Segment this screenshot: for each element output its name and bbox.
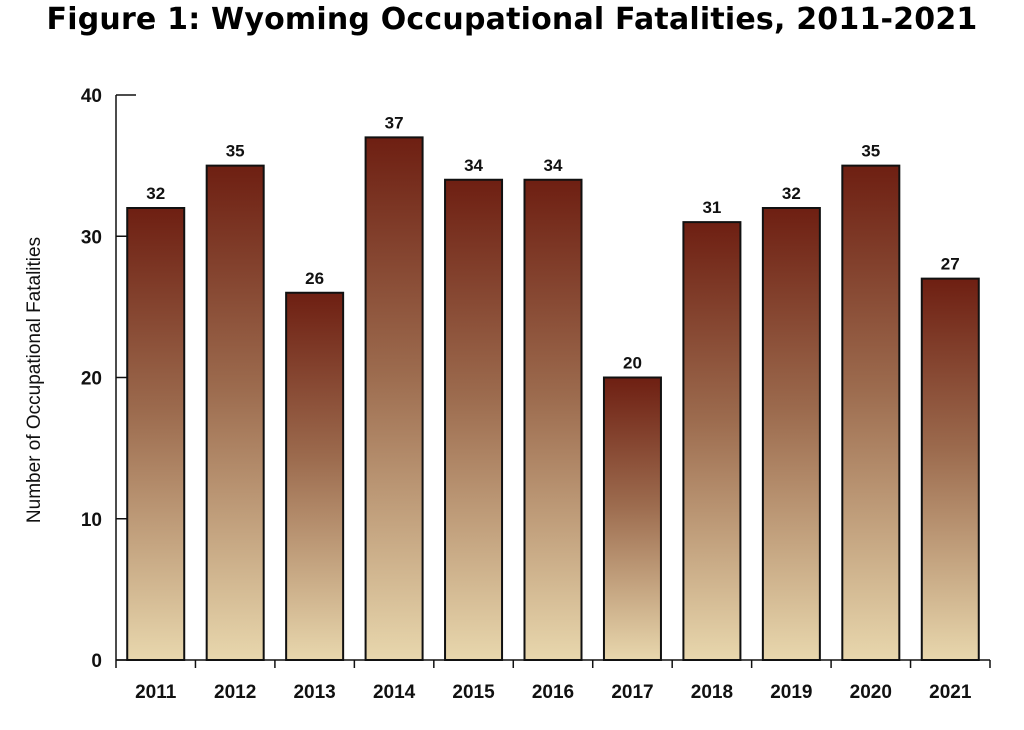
data-label-2015: 34 <box>464 156 483 175</box>
x-tick-label-2021: 2021 <box>929 682 972 703</box>
data-label-2020: 35 <box>861 142 880 161</box>
bar-2012 <box>205 164 265 661</box>
x-tick-label-2018: 2018 <box>691 682 733 703</box>
bar-2021 <box>920 277 980 661</box>
bars: 3220113520122620133720143420153420162020… <box>126 113 980 703</box>
bar-2016 <box>523 178 583 661</box>
x-tick-label-2015: 2015 <box>452 682 495 703</box>
bar-2020 <box>841 164 901 661</box>
data-label-2019: 32 <box>782 184 801 203</box>
y-tick-label: 40 <box>81 86 102 107</box>
y-tick-label: 10 <box>81 510 102 531</box>
data-label-2012: 35 <box>226 142 245 161</box>
bar-2011 <box>126 207 186 661</box>
bar-2013 <box>285 291 345 661</box>
data-label-2011: 32 <box>146 184 165 203</box>
bar-2019 <box>761 207 821 661</box>
data-label-2013: 26 <box>305 269 324 288</box>
y-tick-label: 30 <box>81 227 102 248</box>
chart-title: Figure 1: Wyoming Occupational Fatalitie… <box>46 2 978 37</box>
y-tick-label: 20 <box>81 369 102 390</box>
y-tick-label: 0 <box>91 651 102 672</box>
data-label-2014: 37 <box>385 113 404 132</box>
x-tick-label-2019: 2019 <box>770 682 812 703</box>
y-axis-label: Number of Occupational Fatalities <box>24 237 45 523</box>
x-tick-label-2013: 2013 <box>293 682 335 703</box>
x-tick-label-2011: 2011 <box>135 682 177 703</box>
bar-2015 <box>444 178 504 661</box>
bar-2018 <box>682 221 742 661</box>
data-label-2018: 31 <box>702 198 721 217</box>
x-tick-label-2020: 2020 <box>850 682 892 703</box>
x-tick-label-2012: 2012 <box>214 682 256 703</box>
data-label-2016: 34 <box>544 156 563 175</box>
data-label-2021: 27 <box>941 255 960 274</box>
bar-2014 <box>364 136 424 661</box>
data-label-2017: 20 <box>623 354 642 373</box>
bar-2017 <box>602 376 662 661</box>
x-tick-label-2017: 2017 <box>611 682 653 703</box>
x-tick-label-2014: 2014 <box>373 682 416 703</box>
x-tick-label-2016: 2016 <box>532 682 574 703</box>
